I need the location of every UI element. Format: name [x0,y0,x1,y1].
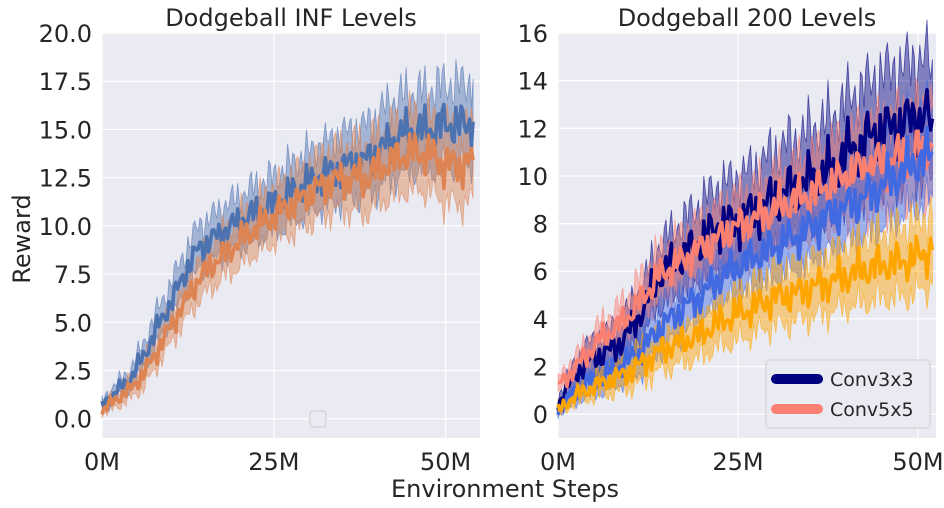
y-tick-label: 0 [533,401,548,429]
panel-dodgeball-inf: 0.0 2.5 5.0 7.5 10.0 12.5 15.0 17.5 20.0 0M 25M 50M… [8,4,480,476]
legend-box-empty [309,410,327,428]
panel-dodgeball-200: 0 2 4 6 8 10 12 14 16 0M 25M 50M Dodgeball 200 Leve… [517,4,943,476]
y-tick-label: 20.0 [39,20,92,48]
y-tick-label: 10 [517,163,548,191]
y-tick-label: 4 [533,306,548,334]
x-axis-label: Environment Steps [391,475,619,503]
line-series-blue [100,102,475,410]
x-tick-label: 50M [892,448,943,476]
grid-left [101,32,480,438]
x-tick-label: 25M [248,448,299,476]
lines-right [556,87,935,416]
y-tick-label: 5.0 [54,309,92,337]
ticks-left: 0.0 2.5 5.0 7.5 10.0 12.5 15.0 17.5 20.0 0M 25M 50M [39,20,472,476]
y-axis-label: Reward [8,194,36,283]
line-series-royalblue [556,125,934,416]
y-tick-label: 0.0 [54,406,92,434]
x-tick-label: 0M [84,448,120,476]
y-tick-label: 12.5 [39,165,92,193]
chart-title-left: Dodgeball INF Levels [165,4,417,32]
y-tick-label: 2 [533,354,548,382]
ticks-right: 0 2 4 6 8 10 12 14 16 0M 25M 50M [517,20,943,476]
y-tick-label: 6 [533,258,548,286]
line-series-orange [556,234,935,413]
lines-left [100,102,475,415]
y-tick-label: 14 [517,68,548,96]
y-tick-label: 10.0 [39,213,92,241]
line-Conv5x5 [557,129,934,389]
y-tick-label: 16 [517,20,548,48]
y-tick-label: 15.0 [39,116,92,144]
y-tick-label: 2.5 [54,358,92,386]
legend-label-conv3x3: Conv3x3 [830,369,914,391]
y-tick-label: 7.5 [54,261,92,289]
line-series-orange [100,132,475,415]
legend: Conv3x3 Conv5x5 [765,359,931,429]
y-tick-label: 17.5 [39,68,92,96]
x-tick-label: 25M [712,448,763,476]
legend-label-conv5x5: Conv5x5 [830,399,914,421]
chart-title-right: Dodgeball 200 Levels [618,4,877,32]
x-tick-label: 50M [420,448,471,476]
x-tick-label: 0M [540,448,576,476]
y-tick-label: 8 [533,211,548,239]
y-tick-label: 12 [517,115,548,143]
